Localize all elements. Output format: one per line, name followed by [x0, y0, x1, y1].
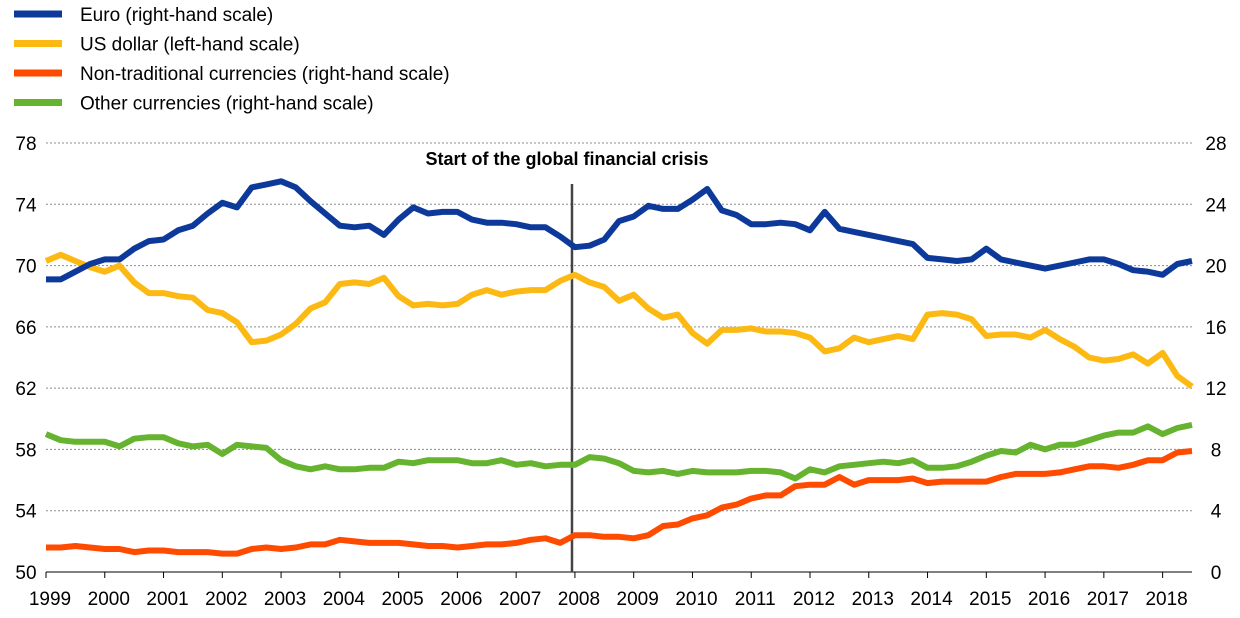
series-line-other-currencies: [44, 421, 1193, 482]
y-left-tick-label: 66: [15, 318, 36, 339]
crisis-annotation-label: Start of the global financial crisis: [425, 149, 708, 169]
y-left-tick-label: 54: [15, 502, 37, 523]
x-tick-label: 2002: [205, 589, 247, 610]
y-left-tick-label: 50: [15, 563, 36, 584]
y-right-tick-label: 16: [1205, 318, 1226, 339]
series-line-us-dollar: [44, 251, 1194, 390]
x-tick-label: 2007: [499, 589, 541, 610]
y-right-tick-label: 12: [1205, 379, 1226, 400]
series-lines: [44, 178, 1194, 557]
x-tick-label: 2011: [735, 589, 776, 610]
legend: Euro (right-hand scale) US dollar (left-h…: [14, 5, 450, 115]
y-left-tick-label: 78: [15, 134, 36, 155]
x-tick-label: 2001: [146, 589, 188, 610]
series-line-euro: [46, 178, 1193, 283]
y-right-tick-label: 28: [1205, 134, 1226, 155]
y-right-tick-label: 0: [1211, 563, 1222, 584]
y-left-tick-label: 62: [15, 379, 36, 400]
legend-label: Other currencies (right-hand scale): [80, 94, 374, 115]
y-right-tick-label: 20: [1205, 257, 1226, 278]
x-tick-label: 1999: [29, 589, 71, 610]
legend-label: US dollar (left-hand scale): [80, 35, 300, 56]
legend-item-other-currencies: Other currencies (right-hand scale): [14, 94, 374, 115]
x-tick-label: 2015: [969, 589, 1011, 610]
y-left-tick-label: 74: [15, 195, 37, 216]
legend-label: Euro (right-hand scale): [80, 5, 273, 26]
x-tick-label: 2013: [852, 589, 894, 610]
series-line-non-traditional-currencies: [46, 448, 1193, 557]
crisis-annotation: Start of the global financial crisis: [425, 149, 709, 572]
x-axis: 1999 2000 2001 2002 2003 2004 2005 2006 2007 2008…: [29, 571, 1192, 610]
legend-item-us-dollar: US dollar (left-hand scale): [14, 35, 300, 56]
legend-item-non-traditional-currencies: Non-traditional currencies (right-hand s…: [14, 64, 450, 85]
x-tick-label: 2010: [675, 589, 717, 610]
y-left-tick-label: 70: [15, 257, 36, 278]
x-tick-label: 2012: [793, 589, 835, 610]
x-tick-label: 2018: [1145, 589, 1187, 610]
y-right-tick-label: 4: [1211, 502, 1222, 523]
x-tick-label: 2004: [323, 589, 366, 610]
x-tick-label: 2016: [1028, 589, 1070, 610]
y-right-tick-label: 24: [1205, 195, 1227, 216]
x-tick-label: 2008: [558, 589, 600, 610]
legend-label: Non-traditional currencies (right-hand s…: [80, 64, 450, 85]
x-tick-label: 2003: [264, 589, 306, 610]
y-axis-right: 0 4 8 12 16 20 24 28: [1205, 134, 1227, 584]
x-tick-label: 2006: [440, 589, 482, 610]
y-left-tick-label: 58: [15, 440, 36, 461]
x-tick-label: 2009: [617, 589, 659, 610]
y-axis-left: 50 54 58 62 66 70 74 78: [15, 134, 37, 584]
x-tick-label: 2005: [381, 589, 423, 610]
legend-item-euro: Euro (right-hand scale): [14, 5, 273, 26]
x-tick-label: 2000: [88, 589, 130, 610]
y-right-tick-label: 8: [1211, 440, 1222, 461]
x-tick-label: 2017: [1087, 589, 1129, 610]
x-tick-label: 2014: [910, 589, 953, 610]
